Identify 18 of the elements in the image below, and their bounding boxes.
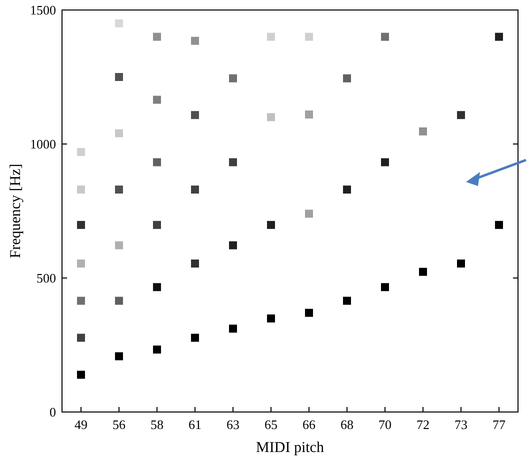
x-tick-label: 63 bbox=[226, 417, 240, 432]
x-axis-title: MIDI pitch bbox=[256, 440, 324, 456]
x-tick-label: 56 bbox=[112, 417, 126, 432]
x-tick-label: 66 bbox=[302, 417, 316, 432]
x-tick-label: 73 bbox=[454, 417, 468, 432]
x-tick-label: 70 bbox=[378, 417, 392, 432]
y-tick-label: 1500 bbox=[30, 2, 56, 18]
y-tick-label: 0 bbox=[50, 404, 56, 420]
x-tick-label: 68 bbox=[340, 417, 354, 432]
x-tick-label: 65 bbox=[264, 417, 278, 432]
x-tick-label: 77 bbox=[492, 417, 506, 432]
y-tick-label: 1000 bbox=[30, 136, 56, 152]
x-tick-label: 72 bbox=[416, 417, 430, 432]
x-tick-label: 49 bbox=[74, 417, 88, 432]
y-tick-label: 500 bbox=[36, 270, 56, 286]
y-axis-title: Frequency [Hz] bbox=[8, 164, 24, 258]
x-tick-label: 61 bbox=[188, 417, 202, 432]
x-tick-label: 58 bbox=[150, 417, 164, 432]
